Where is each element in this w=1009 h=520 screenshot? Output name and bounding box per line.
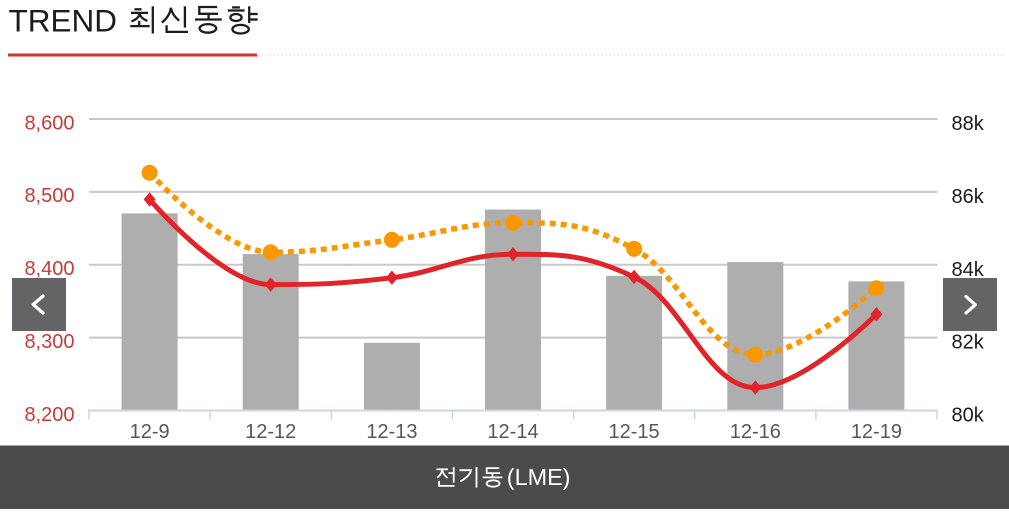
svg-text:8,400: 8,400	[24, 258, 74, 280]
svg-text:12-15: 12-15	[609, 421, 660, 443]
svg-text:12-9: 12-9	[130, 421, 170, 443]
svg-text:8,200: 8,200	[24, 404, 74, 426]
svg-text:(LME): (LME)	[507, 464, 571, 490]
svg-text:8,500: 8,500	[24, 185, 74, 207]
svg-text:TREND: TREND	[9, 3, 118, 39]
svg-text:12-16: 12-16	[730, 421, 781, 443]
svg-text:88k: 88k	[952, 113, 985, 135]
svg-text:80k: 80k	[952, 405, 985, 427]
svg-text:12-12: 12-12	[245, 421, 296, 443]
svg-text:12-14: 12-14	[487, 421, 538, 443]
svg-text:84k: 84k	[952, 259, 985, 281]
svg-text:86k: 86k	[952, 186, 985, 208]
svg-text:12-13: 12-13	[366, 421, 417, 443]
svg-text:8,300: 8,300	[24, 331, 74, 353]
svg-text:82k: 82k	[952, 332, 985, 354]
svg-text:8,600: 8,600	[24, 112, 74, 134]
svg-text:12-19: 12-19	[851, 421, 902, 443]
